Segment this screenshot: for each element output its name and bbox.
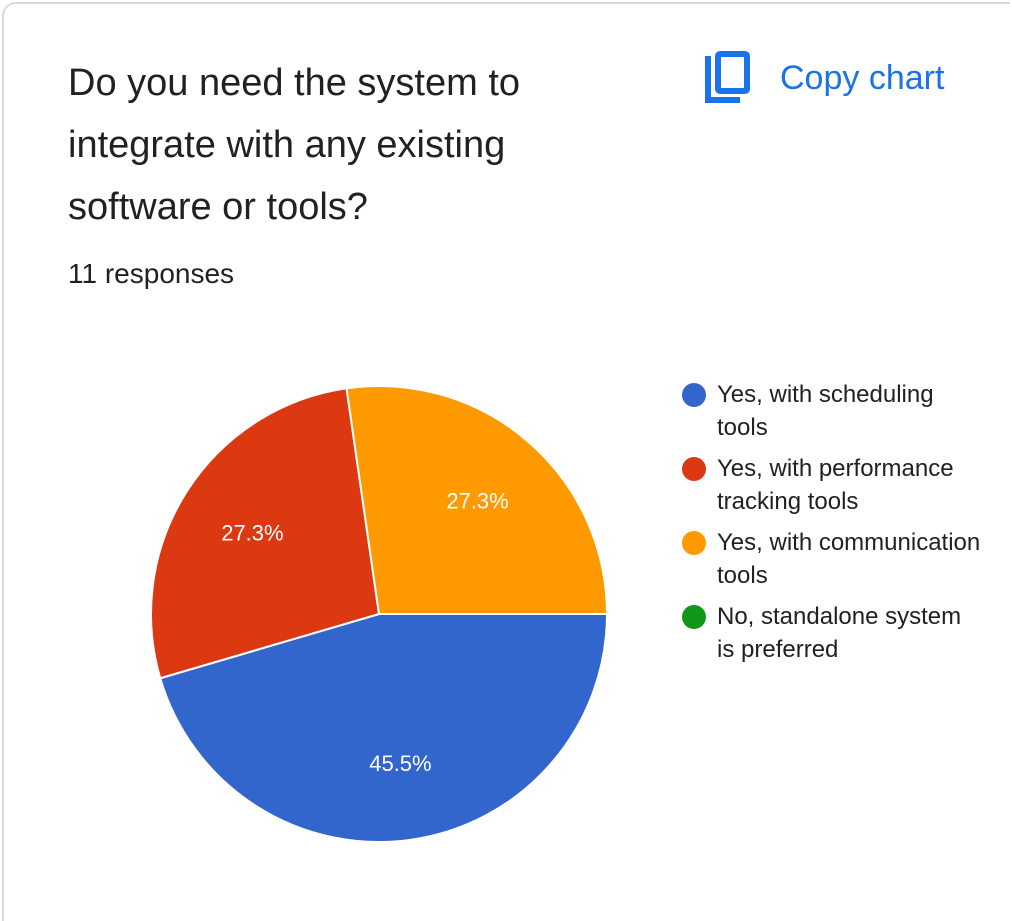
legend-item: Yes, with communication tools <box>682 526 982 592</box>
slice-percent-label: 27.3% <box>446 488 508 513</box>
pie-chart: 45.5% 27.3% 27.3% <box>150 385 609 843</box>
chart-legend: Yes, with scheduling tools Yes, with perf… <box>682 378 982 674</box>
question-title: Do you need the system to integrate with… <box>68 62 521 228</box>
slice-percent-label: 45.5% <box>369 751 431 776</box>
slice-percent-label: 27.3% <box>221 521 283 546</box>
legend-swatch <box>682 605 706 629</box>
pie-slice <box>158 613 609 843</box>
legend-swatch <box>682 457 706 481</box>
legend-label: Yes, with scheduling tools <box>717 381 934 441</box>
copy-chart-label: Copy chart <box>780 59 945 97</box>
legend-label: Yes, with performance tracking tools <box>717 455 954 515</box>
legend-label: Yes, with communication tools <box>717 529 981 589</box>
legend-item: Yes, with performance tracking tools <box>682 452 982 518</box>
legend-swatch <box>682 531 706 555</box>
legend-label: No, standalone system is preferred <box>717 603 962 663</box>
pie-slice <box>345 385 609 615</box>
response-count: 11 responses <box>68 258 235 289</box>
copy-chart-button[interactable]: Copy chart <box>704 50 944 106</box>
pie-slice <box>150 387 381 680</box>
legend-item: No, standalone system is preferred <box>682 600 982 666</box>
legend-swatch <box>682 383 706 407</box>
legend-item: Yes, with scheduling tools <box>682 378 982 444</box>
copy-icon <box>704 50 752 106</box>
